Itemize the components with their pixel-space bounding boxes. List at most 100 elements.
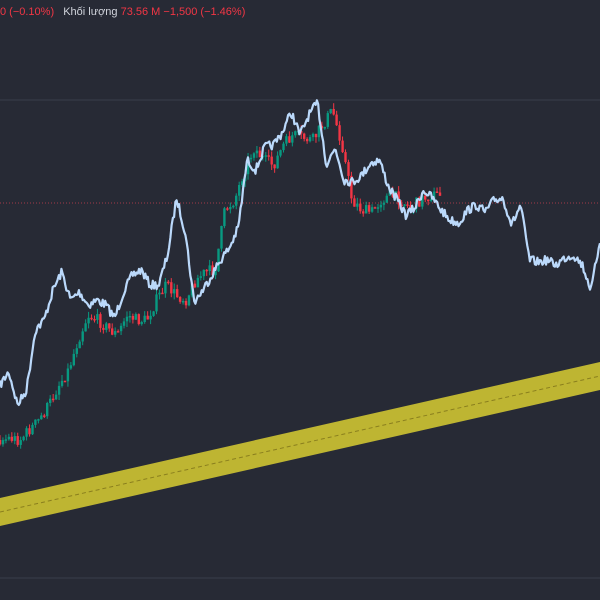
candle-body [31, 424, 34, 435]
candle-body [69, 365, 73, 369]
candle-body [140, 322, 143, 325]
candle-body [400, 204, 403, 206]
candle-body [314, 133, 318, 138]
candle-body [16, 436, 19, 445]
candle-body [344, 152, 347, 163]
candle-body [134, 314, 137, 320]
candle-body [187, 295, 191, 306]
candle-body [406, 204, 409, 206]
candle-body [105, 323, 108, 330]
price-change-text: 0 (−0.10%) [0, 6, 55, 18]
candle-body [217, 248, 220, 272]
candle-body [255, 150, 259, 154]
candle-body [155, 294, 158, 312]
candle-body [311, 133, 315, 138]
candle-body [196, 277, 200, 288]
candle-body [25, 428, 28, 437]
candle-body [40, 415, 43, 420]
candle-body [220, 226, 223, 249]
candle-body [184, 301, 188, 306]
candle-body [226, 208, 229, 210]
candle-body [409, 205, 412, 209]
candle-body [338, 125, 341, 141]
candle-body [7, 436, 11, 440]
candle-body [22, 436, 25, 441]
candle-body [379, 204, 383, 208]
candle-body [376, 207, 380, 209]
candle-body [111, 328, 114, 335]
candle-body [108, 323, 111, 329]
volume-value: 73.56 M [120, 6, 161, 18]
trend-channel-midline [0, 375, 600, 513]
candle-body [28, 428, 31, 435]
candle-body [285, 136, 288, 144]
candle-body [246, 158, 250, 175]
candle-body [119, 325, 123, 332]
candle-body [102, 327, 105, 330]
candle-body [350, 175, 353, 199]
candle-body [397, 191, 400, 205]
candle-body [223, 208, 226, 227]
candle-body [114, 331, 117, 335]
candle-body [288, 136, 291, 143]
candle-body [208, 265, 211, 271]
candle-body [72, 353, 75, 366]
candle-body [270, 156, 273, 165]
candle-body [125, 316, 129, 322]
trend-channel-band [0, 362, 600, 526]
candle-body [365, 205, 368, 214]
candle-body [418, 197, 421, 207]
candle-body [232, 205, 235, 208]
candle-body [60, 380, 64, 386]
candle-body [367, 205, 371, 212]
candle-body [279, 150, 282, 156]
candle-body [294, 131, 297, 136]
candle-body [152, 311, 155, 316]
candle-body [34, 419, 37, 425]
candle-body [323, 127, 326, 129]
candle-body [359, 203, 362, 212]
candle-body [93, 319, 96, 321]
candle-body [240, 181, 244, 185]
candle-body [438, 192, 442, 196]
candle-body [403, 204, 406, 206]
candle-body [317, 125, 321, 138]
candle-body [13, 436, 16, 441]
candle-body [341, 140, 344, 153]
candle-body [264, 155, 267, 157]
candle-body [75, 348, 78, 354]
candle-body [84, 323, 87, 332]
candle-body [382, 202, 386, 205]
candle-body [421, 195, 424, 207]
candle-body [49, 398, 52, 403]
candle-body [229, 207, 232, 210]
candle-body [202, 269, 205, 277]
candle-body [116, 331, 120, 333]
candle-body [131, 316, 135, 320]
candle-body [0, 440, 2, 445]
candle-body [99, 314, 102, 328]
candle-body [335, 114, 338, 126]
candle-body [81, 331, 84, 342]
candle-body [356, 203, 359, 207]
candle-body [57, 385, 61, 395]
candle-body [161, 292, 164, 295]
candle-body [308, 137, 312, 142]
candle-body [37, 419, 40, 421]
candle-body [329, 109, 332, 114]
candle-body [291, 135, 294, 143]
candle-body [52, 398, 55, 401]
candle-body [305, 138, 309, 142]
candle-body [273, 164, 276, 169]
candle-body [276, 155, 279, 169]
candle-body [362, 211, 365, 214]
candle-body [158, 292, 161, 295]
candle-body [181, 301, 185, 303]
candlestick-series [0, 103, 442, 449]
candle-body [43, 415, 46, 417]
candle-body [427, 199, 430, 202]
candle-body [373, 207, 377, 209]
candle-body [385, 195, 388, 203]
legend-bar: 0 (−0.10%) Khối lượng 73.56 M −1,500 (−1… [0, 6, 245, 18]
